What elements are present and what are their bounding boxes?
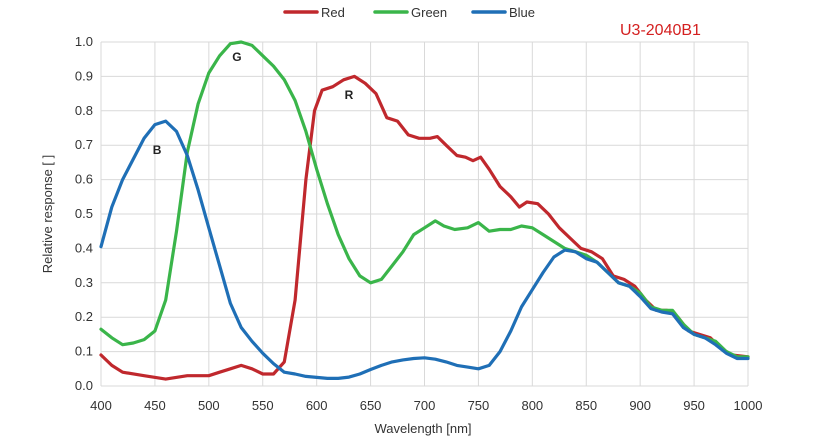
y-tick-label: 0.1: [75, 344, 93, 359]
series-lines: [99, 40, 750, 381]
x-tick-label: 850: [575, 398, 597, 413]
x-tick-label: 600: [306, 398, 328, 413]
x-tick-label: 400: [90, 398, 112, 413]
legend-label-red: Red: [321, 5, 345, 20]
y-tick-label: 0.8: [75, 103, 93, 118]
annotations: G R B: [153, 50, 354, 157]
grid: [100, 41, 749, 387]
y-tick-label: 0.7: [75, 137, 93, 152]
legend: Red Green Blue: [283, 5, 535, 20]
y-tick-label: 0.5: [75, 206, 93, 221]
x-tick-label: 800: [521, 398, 543, 413]
y-tick-label: 0.6: [75, 172, 93, 187]
y-axis-title: Relative response [ ]: [40, 155, 55, 274]
y-tick-label: 0.3: [75, 275, 93, 290]
legend-label-green: Green: [411, 5, 447, 20]
axes: 0.0 0.1 0.2 0.3 0.4 0.5 0.6 0.7 0.8 0.9 1.0 400 450 5…: [75, 34, 763, 413]
x-tick-label: 750: [468, 398, 490, 413]
series-line-blue: [99, 119, 750, 380]
y-tick-label: 0.4: [75, 240, 93, 255]
y-tick-label: 1.0: [75, 34, 93, 49]
y-tick-label: 0.0: [75, 378, 93, 393]
y-tick-label: 0.9: [75, 68, 93, 83]
model-label: U3-2040B1: [620, 22, 701, 39]
x-tick-label: 450: [144, 398, 166, 413]
x-axis-title: Wavelength [nm]: [374, 421, 471, 436]
x-tick-label: 650: [360, 398, 382, 413]
annotation-b: B: [153, 143, 162, 157]
x-tick-label: 900: [629, 398, 651, 413]
x-tick-label: 550: [252, 398, 274, 413]
annotation-r: R: [345, 88, 354, 102]
series-line-green: [99, 40, 750, 359]
annotation-g: G: [232, 50, 241, 64]
x-tick-label: 1000: [734, 398, 763, 413]
y-tick-label: 0.2: [75, 309, 93, 324]
x-tick-label: 700: [414, 398, 436, 413]
x-tick-label: 950: [683, 398, 705, 413]
legend-label-blue: Blue: [509, 5, 535, 20]
x-tick-label: 500: [198, 398, 220, 413]
